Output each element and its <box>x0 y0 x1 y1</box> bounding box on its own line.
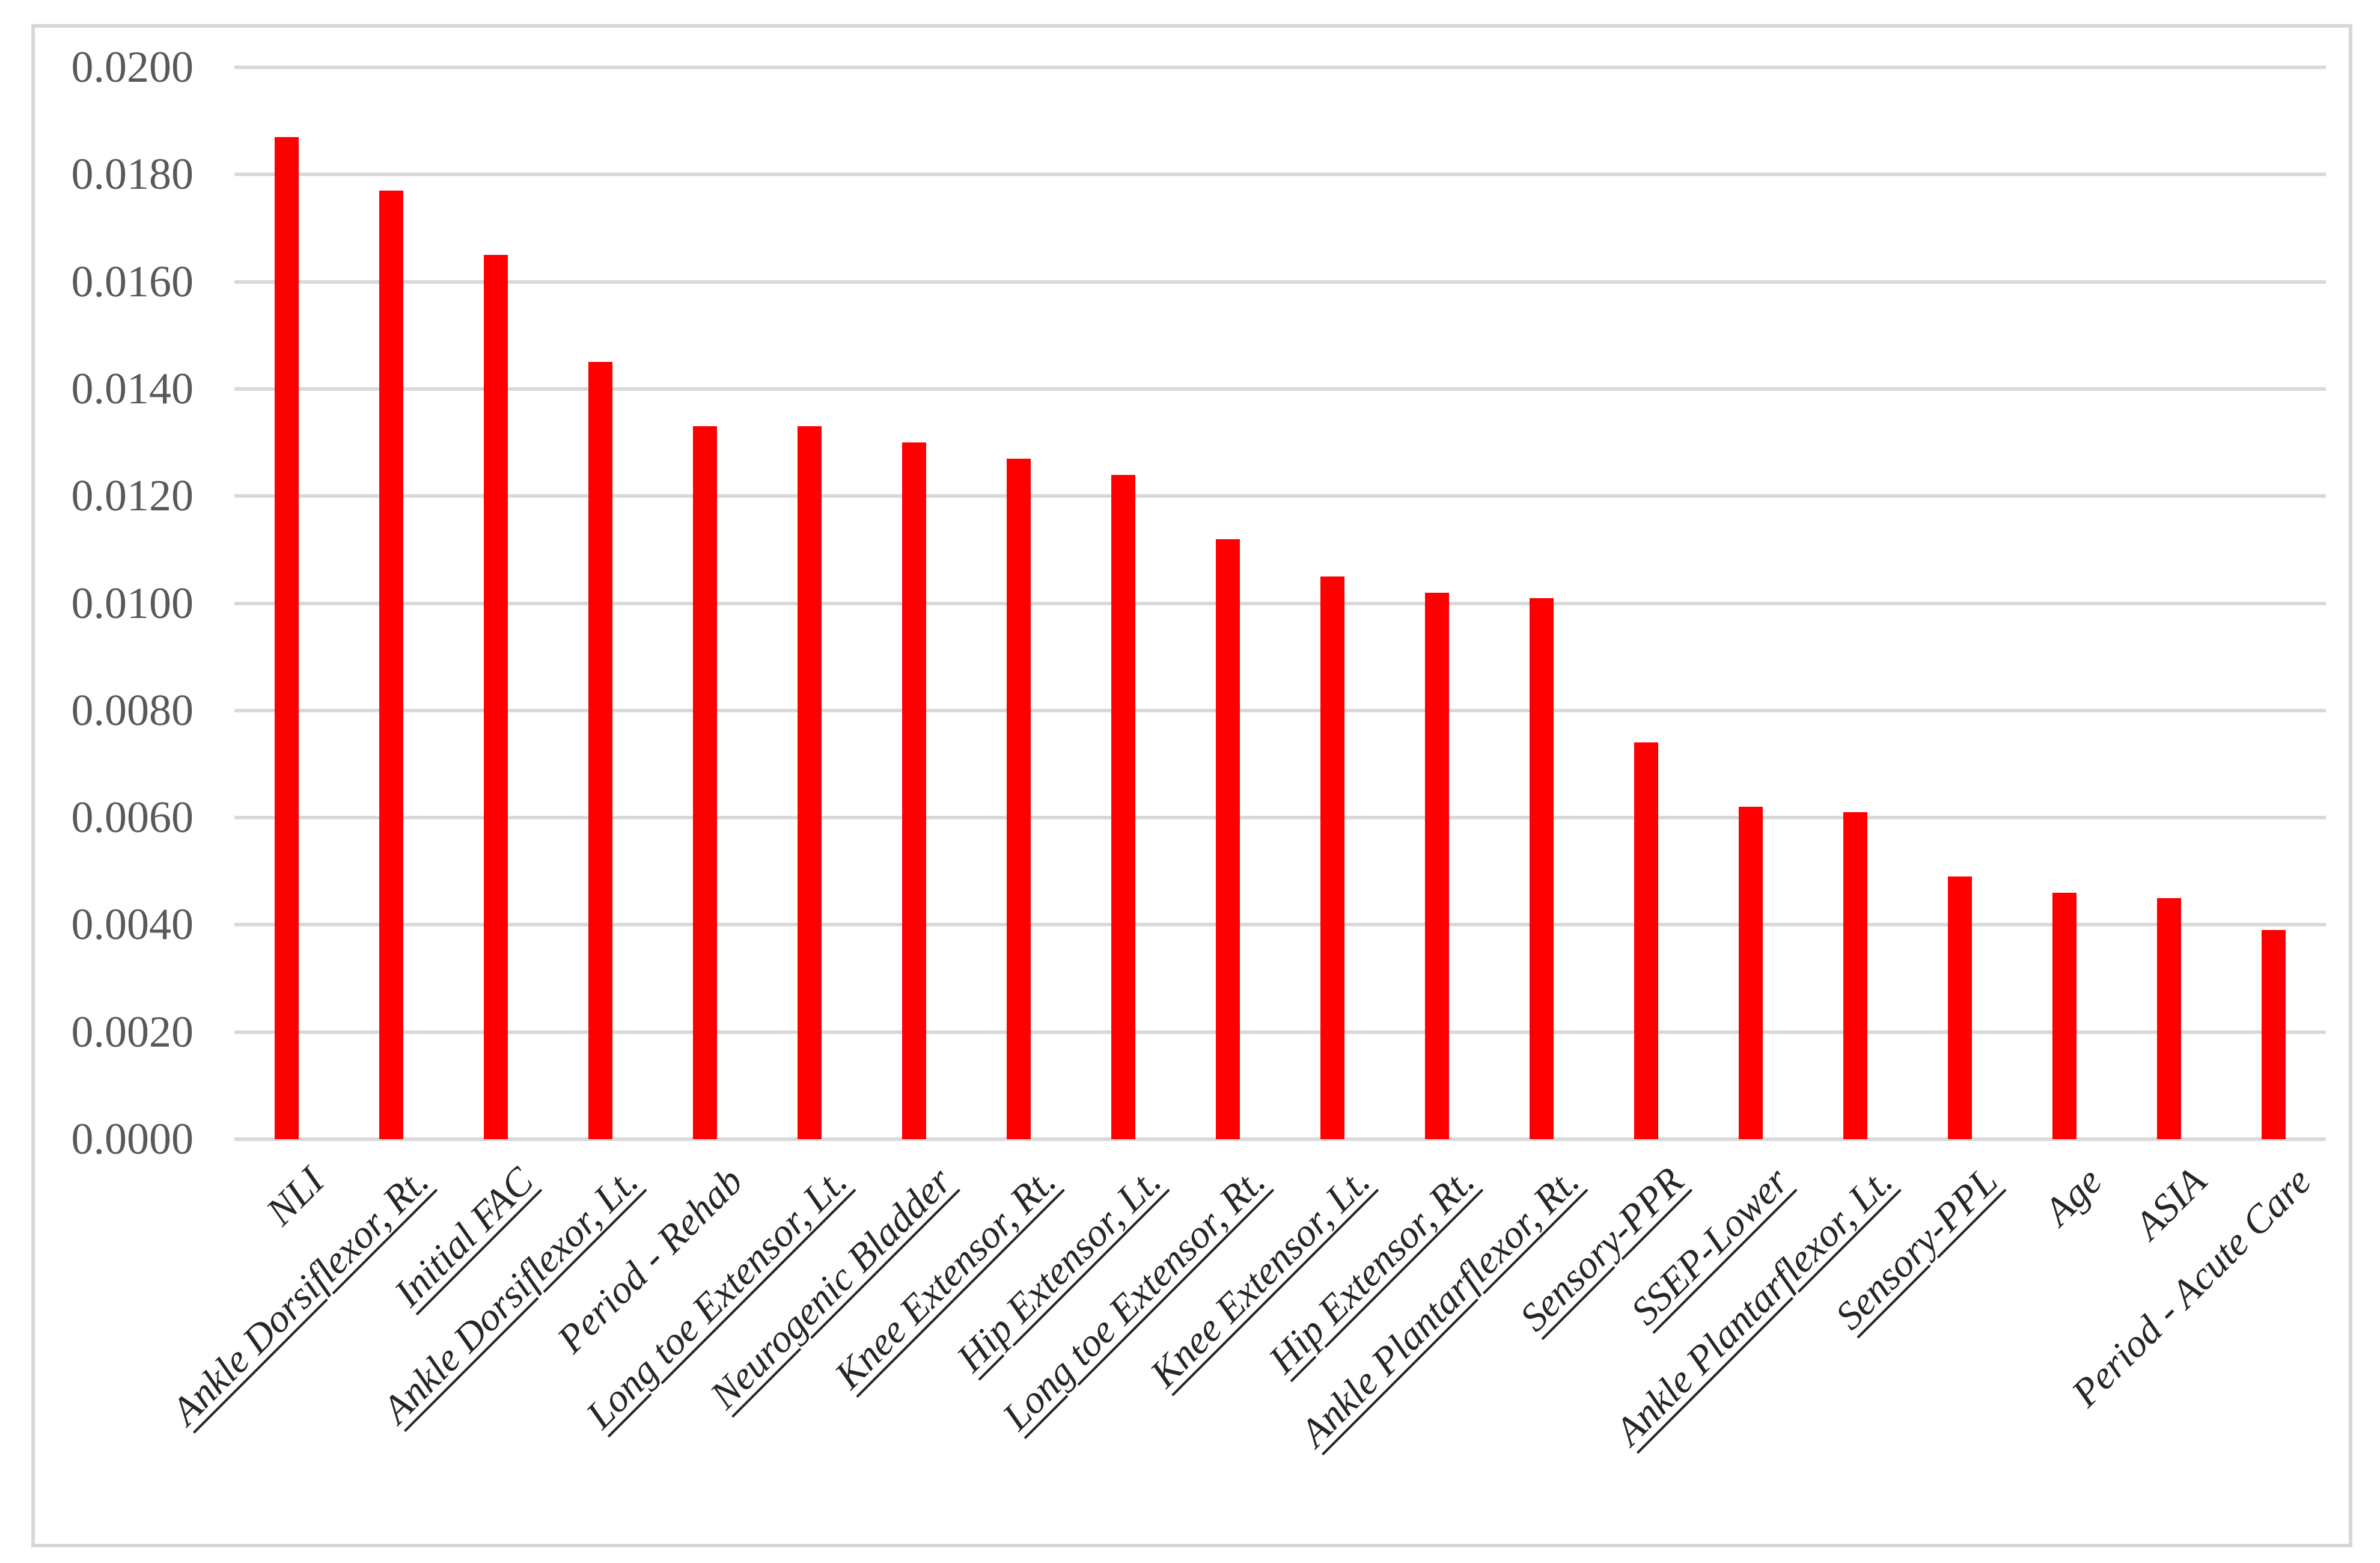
bar-initial-fac <box>484 255 508 1139</box>
y-axis-tick-label: 0.0200 <box>71 43 194 92</box>
bar-sensory-ppl <box>1948 876 1972 1139</box>
bar-asia <box>2157 898 2181 1139</box>
bar-long-toe-extensor-rt <box>1216 539 1240 1139</box>
bar-hip-extensor-rt <box>1425 592 1449 1139</box>
y-axis-tick-label: 0.0160 <box>71 257 194 307</box>
x-axis-category-label: ASIA <box>2126 1159 2215 1248</box>
y-axis-tick-label: 0.0100 <box>71 578 194 628</box>
bar-nli <box>275 136 299 1139</box>
gridline <box>234 1030 2326 1034</box>
y-axis-tick-label: 0.0020 <box>71 1007 194 1057</box>
gridline <box>234 1137 2326 1141</box>
bar-hip-extensor-lt <box>1111 474 1135 1139</box>
x-axis-category-label: Period - Rehab <box>548 1159 751 1362</box>
bar-knee-extensor-rt <box>1007 458 1031 1139</box>
gridline <box>234 923 2326 927</box>
bar-period-acute-care <box>2262 930 2286 1139</box>
bar-ankle-dorsiflexor-rt <box>379 191 403 1139</box>
gridline <box>234 387 2326 391</box>
bar-ssep-lower <box>1739 807 1763 1139</box>
gridline <box>234 280 2326 284</box>
gridline <box>234 494 2326 498</box>
bar-age <box>2052 892 2076 1139</box>
y-axis-tick-label: 0.0120 <box>71 471 194 521</box>
bar-period-rehab <box>693 426 717 1139</box>
gridline <box>234 66 2326 69</box>
y-axis-tick-label: 0.0060 <box>71 793 194 843</box>
bar-sensory-ppr <box>1634 742 1658 1139</box>
y-axis-tick-label: 0.0140 <box>71 364 194 414</box>
y-axis-tick-label: 0.0080 <box>71 685 194 735</box>
x-axis-category-label: NLI <box>258 1159 333 1234</box>
gridline <box>234 173 2326 177</box>
bar-ankle-plantarflexor-lt <box>1843 812 1867 1139</box>
y-axis-tick-label: 0.0180 <box>71 150 194 200</box>
bar-neurogenic-bladder <box>902 442 926 1139</box>
bar-knee-extensor-lt <box>1320 576 1344 1139</box>
y-axis-tick-label: 0.0040 <box>71 900 194 950</box>
gridline <box>234 708 2326 712</box>
gridline <box>234 816 2326 820</box>
bar-ankle-dorsiflexor-lt <box>588 362 612 1139</box>
y-axis-tick-label: 0.0000 <box>71 1115 194 1164</box>
gridline <box>234 601 2326 605</box>
bar-long-toe-extensor-lt <box>798 426 822 1139</box>
bar-ankle-plantarflexor-rt <box>1530 598 1554 1139</box>
x-axis-category-label: Age <box>2036 1159 2111 1234</box>
